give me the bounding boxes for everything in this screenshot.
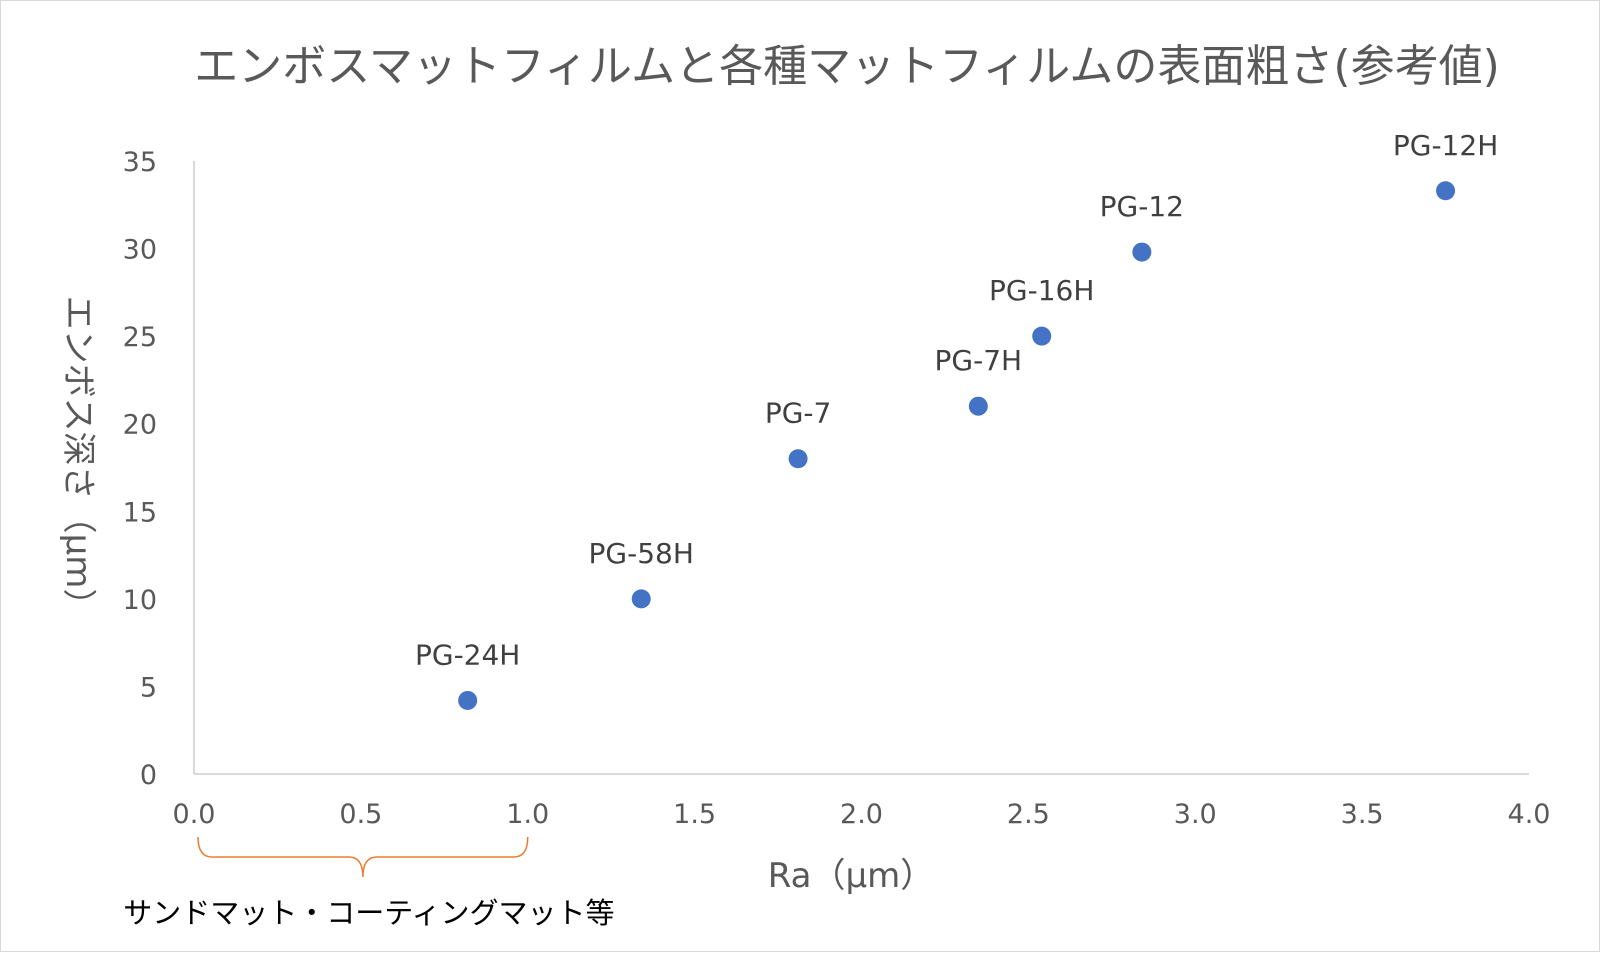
data-label: PG-12H bbox=[1393, 129, 1498, 162]
y-axis-title: エンボス深さ（µm） bbox=[58, 296, 98, 623]
y-tick-label: 30 bbox=[123, 235, 157, 266]
x-tick-label: 3.0 bbox=[1174, 799, 1217, 830]
data-label: PG-12 bbox=[1100, 190, 1184, 223]
x-tick-label: 1.5 bbox=[673, 799, 716, 830]
data-label: PG-16H bbox=[989, 274, 1094, 307]
data-label: PG-7H bbox=[935, 344, 1023, 377]
y-tick-label: 20 bbox=[123, 410, 157, 441]
x-tick-label: 2.5 bbox=[1007, 799, 1050, 830]
data-point bbox=[631, 589, 651, 609]
x-tick-label: 0.5 bbox=[339, 799, 382, 830]
y-tick-label: 0 bbox=[140, 760, 157, 791]
x-tick-label: 3.5 bbox=[1341, 799, 1384, 830]
y-tick-labels: 0 5 10 15 20 25 30 35 bbox=[123, 147, 157, 791]
y-tick-label: 5 bbox=[140, 672, 157, 703]
x-tick-labels: 0.0 0.5 1.0 1.5 2.0 2.5 3.0 3.5 4.0 bbox=[173, 799, 1551, 830]
data-point bbox=[1436, 181, 1456, 201]
data-point bbox=[1132, 242, 1152, 262]
data-point bbox=[1032, 326, 1052, 346]
x-tick-label: 1.0 bbox=[506, 799, 549, 830]
data-labels: PG-24H PG-58H PG-7 PG-7H PG-16H PG-12 PG-12H bbox=[415, 129, 1498, 672]
range-annotation: サンドマット・コーティングマット等 bbox=[123, 836, 615, 930]
data-label: PG-7 bbox=[765, 397, 832, 430]
data-label: PG-24H bbox=[415, 638, 520, 671]
axes bbox=[193, 161, 1529, 775]
x-axis-title: Ra（µm） bbox=[768, 856, 934, 896]
y-tick-label: 15 bbox=[123, 497, 157, 528]
range-bracket bbox=[197, 836, 529, 878]
y-tick-label: 10 bbox=[123, 585, 157, 616]
range-annotation-text: サンドマット・コーティングマット等 bbox=[123, 896, 614, 930]
y-tick-label: 35 bbox=[123, 147, 157, 178]
y-tick-label: 25 bbox=[123, 322, 157, 353]
x-tick-label: 0.0 bbox=[173, 799, 216, 830]
data-point bbox=[968, 396, 988, 416]
data-point bbox=[788, 449, 808, 469]
data-point bbox=[458, 690, 478, 710]
x-tick-label: 2.0 bbox=[840, 799, 883, 830]
chart-title: エンボスマットフィルムと各種マットフィルムの表面粗さ(参考値) bbox=[194, 41, 1500, 92]
x-tick-label: 4.0 bbox=[1508, 799, 1551, 830]
data-label: PG-58H bbox=[589, 537, 694, 570]
data-points bbox=[458, 181, 1456, 710]
